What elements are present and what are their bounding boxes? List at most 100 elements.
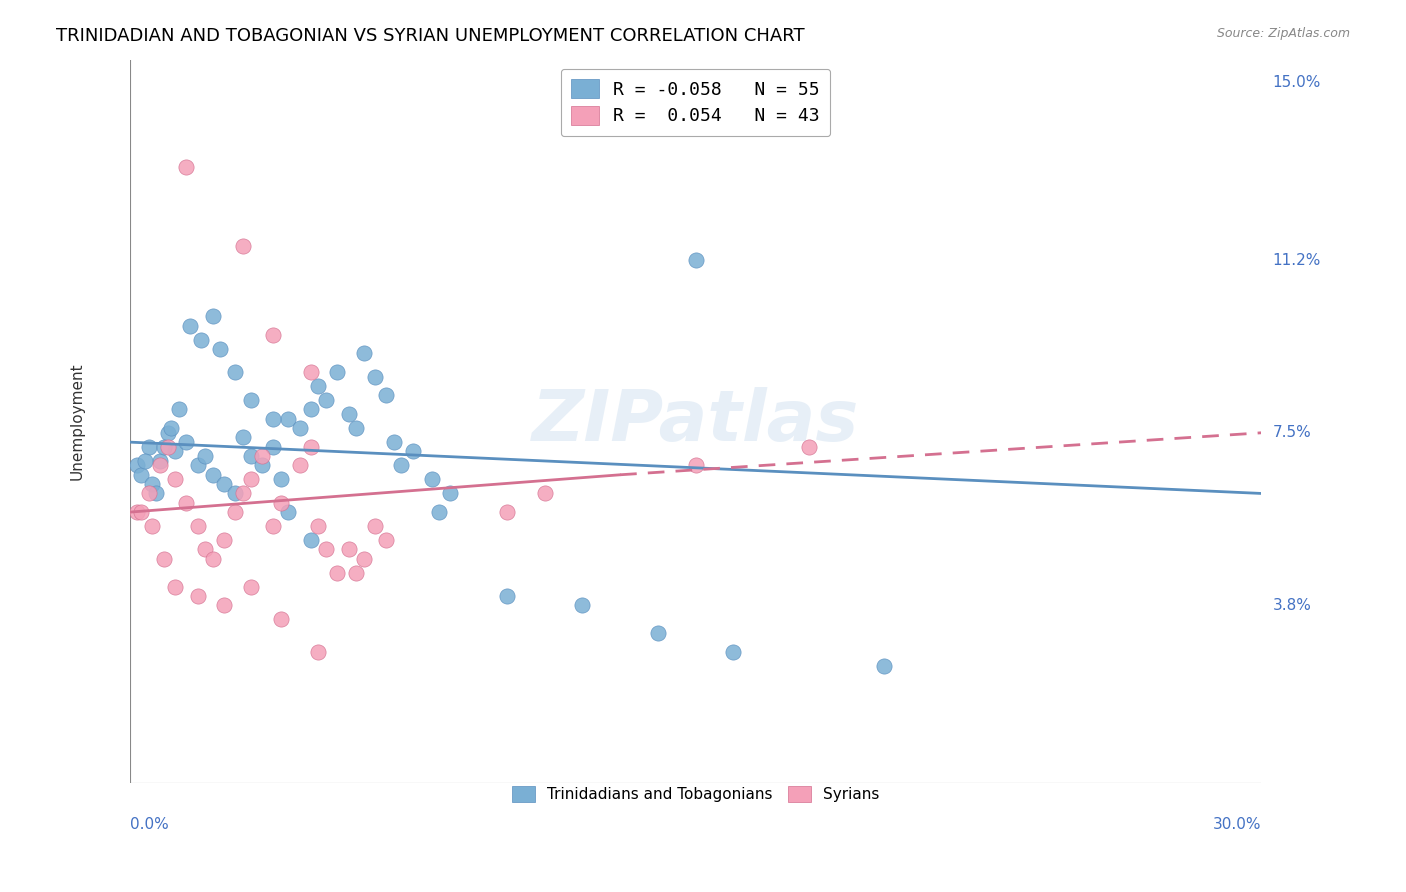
Text: 11.2%: 11.2% xyxy=(1272,252,1320,268)
Point xyxy=(187,458,209,473)
Point xyxy=(288,458,311,473)
Point xyxy=(239,449,262,463)
Point xyxy=(165,580,187,594)
Point xyxy=(307,379,329,393)
Point xyxy=(270,612,292,626)
Point xyxy=(647,626,669,640)
Point xyxy=(209,342,232,356)
Point xyxy=(201,309,224,323)
Point xyxy=(138,440,160,454)
Point xyxy=(129,505,152,519)
Point xyxy=(685,253,707,268)
Point xyxy=(375,533,398,547)
Point xyxy=(145,486,167,500)
Point xyxy=(326,566,349,580)
Point xyxy=(250,449,273,463)
Point xyxy=(420,473,443,487)
Point xyxy=(239,580,262,594)
Point xyxy=(389,458,412,473)
Point xyxy=(138,486,160,500)
Point xyxy=(364,369,387,384)
Point xyxy=(232,239,254,253)
Point xyxy=(224,505,246,519)
Text: 30.0%: 30.0% xyxy=(1213,817,1261,832)
Point xyxy=(337,407,360,421)
Point xyxy=(167,402,190,417)
Point xyxy=(496,589,519,603)
Point xyxy=(571,599,593,613)
Point xyxy=(439,486,461,500)
Point xyxy=(427,505,450,519)
Point xyxy=(262,440,284,454)
Point xyxy=(232,430,254,444)
Text: ZIPatlas: ZIPatlas xyxy=(531,386,859,456)
Text: Source: ZipAtlas.com: Source: ZipAtlas.com xyxy=(1216,27,1350,40)
Point xyxy=(165,444,187,458)
Point xyxy=(156,440,179,454)
Point xyxy=(307,645,329,659)
Point xyxy=(797,440,820,454)
Point xyxy=(533,486,555,500)
Point xyxy=(152,440,174,454)
Point xyxy=(187,589,209,603)
Text: 7.5%: 7.5% xyxy=(1272,425,1310,441)
Point xyxy=(337,542,360,557)
Point xyxy=(239,393,262,408)
Point xyxy=(262,519,284,533)
Legend: Trinidadians and Tobagonians, Syrians: Trinidadians and Tobagonians, Syrians xyxy=(502,777,889,811)
Point xyxy=(156,425,179,440)
Point xyxy=(224,486,246,500)
Point xyxy=(315,542,337,557)
Text: Unemployment: Unemployment xyxy=(69,362,84,480)
Point xyxy=(232,486,254,500)
Point xyxy=(299,365,322,379)
Point xyxy=(141,477,163,491)
Point xyxy=(496,505,519,519)
Point xyxy=(299,402,322,417)
Point xyxy=(212,533,235,547)
Point xyxy=(270,496,292,510)
Point xyxy=(194,542,217,557)
Point xyxy=(187,519,209,533)
Point xyxy=(176,160,198,174)
Point xyxy=(315,393,337,408)
Point xyxy=(129,467,152,482)
Point xyxy=(326,365,349,379)
Point xyxy=(262,327,284,342)
Point xyxy=(149,454,172,468)
Text: 3.8%: 3.8% xyxy=(1272,598,1312,613)
Point xyxy=(179,318,201,333)
Point xyxy=(685,458,707,473)
Point xyxy=(288,421,311,435)
Point xyxy=(402,444,425,458)
Point xyxy=(353,551,375,566)
Text: TRINIDADIAN AND TOBAGONIAN VS SYRIAN UNEMPLOYMENT CORRELATION CHART: TRINIDADIAN AND TOBAGONIAN VS SYRIAN UNE… xyxy=(56,27,804,45)
Point xyxy=(201,551,224,566)
Point xyxy=(277,505,299,519)
Point xyxy=(127,505,149,519)
Point xyxy=(375,388,398,402)
Point xyxy=(127,458,149,473)
Point xyxy=(176,496,198,510)
Text: 0.0%: 0.0% xyxy=(129,817,169,832)
Point xyxy=(353,346,375,360)
Point xyxy=(176,435,198,450)
Point xyxy=(212,599,235,613)
Point xyxy=(307,519,329,533)
Point xyxy=(344,421,367,435)
Point xyxy=(873,659,896,673)
Point xyxy=(270,473,292,487)
Point xyxy=(165,473,187,487)
Point xyxy=(250,458,273,473)
Point xyxy=(364,519,387,533)
Point xyxy=(239,473,262,487)
Point xyxy=(141,519,163,533)
Point xyxy=(194,449,217,463)
Point xyxy=(723,645,745,659)
Point xyxy=(160,421,183,435)
Point xyxy=(190,333,212,347)
Text: 15.0%: 15.0% xyxy=(1272,76,1320,90)
Point xyxy=(299,533,322,547)
Point xyxy=(277,412,299,426)
Point xyxy=(212,477,235,491)
